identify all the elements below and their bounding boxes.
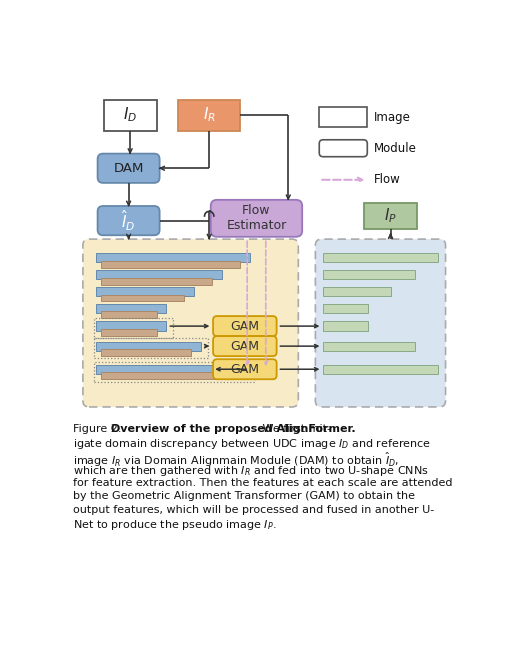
Text: which are then gathered with $I_R$ and fed into two U-shape CNNs: which are then gathered with $I_R$ and f… [73,464,429,479]
Bar [178,100,240,130]
Bar [323,253,438,263]
Bar [319,108,367,128]
Text: $\hat{I}_D$: $\hat{I}_D$ [121,208,136,233]
FancyBboxPatch shape [213,359,277,379]
Text: Image: Image [373,111,410,124]
Bar [101,312,156,319]
Text: Figure 2.: Figure 2. [73,424,121,434]
Text: by the Geometric Alignment Transformer (GAM) to obtain the: by the Geometric Alignment Transformer (… [73,491,415,501]
FancyBboxPatch shape [98,154,160,183]
Bar [93,339,208,359]
Text: GAM: GAM [230,362,260,376]
Bar [101,372,238,379]
Text: Flow
Estimator: Flow Estimator [227,204,287,232]
Bar [96,304,166,313]
FancyBboxPatch shape [98,206,160,235]
Bar [93,319,173,339]
Text: GAM: GAM [230,340,260,353]
Bar [101,349,192,356]
Text: We first mit-: We first mit- [259,424,331,434]
Bar [101,277,212,284]
Text: DAM: DAM [113,162,144,175]
FancyBboxPatch shape [319,140,367,157]
Text: for feature extraction. Then the features at each scale are attended: for feature extraction. Then the feature… [73,478,452,488]
Text: GAM: GAM [230,320,260,333]
Text: image $I_R$ via Domain Alignmain Module (DAM) to obtain $\hat{I}_D$,: image $I_R$ via Domain Alignmain Module … [73,451,399,470]
Bar [93,362,254,382]
Text: output features, which will be processed and fused in another U-: output features, which will be processed… [73,505,434,515]
Text: Net to produce the pseudo image $I_P$.: Net to produce the pseudo image $I_P$. [73,518,276,532]
Text: $I_P$: $I_P$ [384,206,397,225]
Bar [104,100,156,130]
Text: Overview of the proposed AlignFormer.: Overview of the proposed AlignFormer. [107,424,356,434]
Bar [96,321,166,331]
FancyBboxPatch shape [213,316,277,336]
Text: $I_D$: $I_D$ [123,106,137,124]
Bar [96,287,194,296]
Bar [323,304,368,313]
Text: $I_R$: $I_R$ [203,106,215,124]
Bar [323,287,391,296]
Bar [364,203,417,229]
FancyBboxPatch shape [315,239,446,407]
Bar [101,329,156,336]
FancyBboxPatch shape [83,239,298,407]
Bar [323,364,438,374]
Bar [323,321,368,331]
Bar [96,364,247,374]
FancyBboxPatch shape [211,200,302,237]
FancyBboxPatch shape [213,336,277,356]
Text: igate domain discrepancy between UDC image $I_D$ and reference: igate domain discrepancy between UDC ima… [73,437,431,451]
Bar [323,341,415,351]
Bar [323,270,415,279]
Bar [101,261,240,268]
Bar [96,270,221,279]
Bar [101,295,184,301]
Text: Module: Module [373,142,417,155]
Bar [96,253,249,263]
Text: Flow: Flow [373,174,400,186]
Bar [96,341,201,351]
